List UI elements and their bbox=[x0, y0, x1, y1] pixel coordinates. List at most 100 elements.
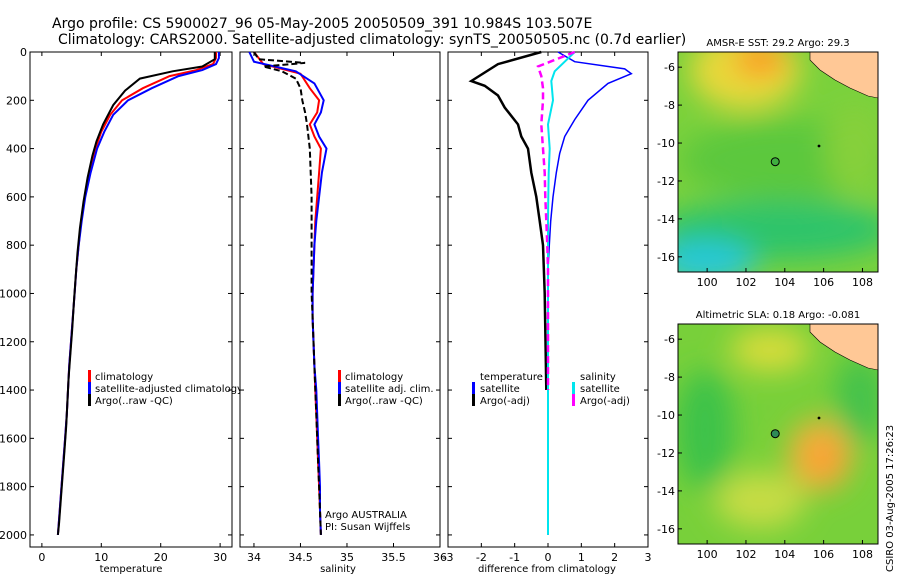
map-x-tick-label: 106 bbox=[813, 548, 834, 561]
sst-map-ticks: 100 102 104 106 108 -6 -8 -10 -12 -14 -16 bbox=[657, 61, 873, 289]
sst-map-field bbox=[678, 52, 878, 272]
sst-argo-marker bbox=[770, 157, 780, 167]
series-salinity-satellite bbox=[546, 51, 576, 535]
sla-map-title: Altimetric SLA: 0.18 Argo: -0.081 bbox=[696, 310, 861, 321]
map-x-tick-label: 102 bbox=[735, 548, 756, 561]
salinity-annotation-line1: Argo AUSTRALIA bbox=[325, 510, 407, 521]
sst-land-sumatra bbox=[809, 52, 878, 99]
x-tick-label: 35 bbox=[340, 551, 354, 564]
salinity-legend: climatology satellite adj. clim. Argo(..… bbox=[338, 370, 434, 407]
sst-cool-patch bbox=[678, 240, 755, 272]
map-y-tick-label: -16 bbox=[657, 523, 675, 536]
difference-xlabel: difference from climatology bbox=[478, 564, 616, 575]
x-tick-label: 0 bbox=[545, 551, 552, 564]
difference-legend: temperature satellite Argo(-adj) salinit… bbox=[472, 372, 630, 407]
sla-map-ticks: 100 102 104 106 108 -6 -8 -10 -12 -14 -16 bbox=[657, 333, 873, 561]
sla-map-field bbox=[678, 324, 878, 544]
map-x-tick-label: 108 bbox=[852, 276, 873, 289]
y-tick-label: 400 bbox=[6, 143, 27, 156]
sla-map-panel: Altimetric SLA: 0.18 Argo: -0.081 100 102… bbox=[657, 310, 879, 561]
x-tick-label: 2 bbox=[611, 551, 618, 564]
salinity-axes-frame bbox=[239, 51, 441, 548]
legend-swatch-sal-argo bbox=[572, 394, 575, 406]
sst-island-marker bbox=[817, 144, 821, 148]
y-tick-label: 600 bbox=[6, 191, 27, 204]
x-tick-label: 3 bbox=[645, 551, 652, 564]
sla-island-marker bbox=[817, 416, 821, 420]
sla-low-east bbox=[835, 355, 878, 445]
map-y-tick-label: -8 bbox=[664, 371, 675, 384]
legend-label-satellite: satellite-adjusted climatology bbox=[95, 384, 243, 395]
map-y-tick-label: -14 bbox=[657, 213, 675, 226]
map-x-tick-label: 104 bbox=[774, 548, 795, 561]
x-tick-label: 34.5 bbox=[288, 551, 313, 564]
legend-swatch-temp-argo bbox=[472, 394, 475, 406]
sla-map-frame bbox=[677, 323, 879, 545]
legend-swatch-climatology bbox=[88, 370, 91, 382]
y-tick-label: 1400 bbox=[0, 384, 27, 397]
series-argo bbox=[253, 51, 322, 535]
legend-swatch-sal-satellite bbox=[572, 382, 575, 394]
legend-label-sal-satellite: satellite bbox=[580, 384, 620, 395]
map-y-tick-label: -6 bbox=[664, 333, 675, 346]
map-y-tick-label: -16 bbox=[657, 251, 675, 264]
temperature-axes-frame bbox=[29, 51, 233, 548]
y-tick-label: 1000 bbox=[0, 287, 27, 300]
y-tick-label: 2000 bbox=[0, 529, 27, 542]
y-tick-label: 1200 bbox=[0, 336, 27, 349]
sla-land-sumatra bbox=[809, 324, 878, 371]
legend-swatch-satellite bbox=[338, 382, 341, 394]
map-x-tick-label: 100 bbox=[697, 548, 718, 561]
difference-lines bbox=[468, 50, 633, 535]
map-x-tick-label: 106 bbox=[813, 276, 834, 289]
temperature-legend: climatology satellite-adjusted climatolo… bbox=[88, 370, 243, 407]
legend-label-argo: Argo(..raw -QC) bbox=[95, 396, 173, 407]
salinity-ticks: 34 34.5 35 35.5 36 bbox=[240, 51, 447, 564]
temperature-panel: 0 10 20 30 0 200 400 600 800 1000 1200 1400 1600 1800… bbox=[0, 46, 243, 575]
map-x-tick-label: 108 bbox=[852, 548, 873, 561]
salinity-annotation-line2: PI: Susan Wijffels bbox=[325, 522, 410, 533]
x-tick-label: 30 bbox=[213, 551, 227, 564]
legend-title-temperature: temperature bbox=[480, 372, 543, 383]
legend-swatch-satellite bbox=[88, 382, 91, 394]
sla-mid-patch bbox=[715, 472, 805, 528]
temperature-xlabel: temperature bbox=[100, 564, 163, 575]
y-tick-label: 800 bbox=[6, 239, 27, 252]
legend-label-climatology: climatology bbox=[95, 372, 153, 383]
legend-swatch-argo bbox=[88, 394, 91, 406]
map-y-tick-label: -12 bbox=[657, 175, 675, 188]
side-credit: CSIRO 03-Aug-2005 17:26:23 bbox=[885, 425, 896, 572]
sst-warm-core bbox=[735, 52, 785, 74]
sst-right-patch bbox=[825, 105, 878, 195]
series-argo bbox=[56, 52, 216, 535]
x-tick-label: -2 bbox=[476, 551, 487, 564]
salinity-xlabel: salinity bbox=[320, 564, 356, 575]
legend-swatch-temp-satellite bbox=[472, 382, 475, 394]
sst-map-frame bbox=[677, 51, 879, 273]
temperature-ticks: 0 10 20 30 0 200 400 600 800 1000 1200 1400 1600 1800… bbox=[0, 46, 232, 564]
sst-map-panel: AMSR-E SST: 29.2 Argo: 29.3 100 102 104 106… bbox=[657, 38, 879, 289]
header-line-1: Argo profile: CS 5900027_96 05-May-2005 … bbox=[52, 16, 592, 32]
map-x-tick-label: 100 bbox=[697, 276, 718, 289]
map-x-tick-label: 102 bbox=[735, 276, 756, 289]
x-tick-label: 20 bbox=[154, 551, 168, 564]
x-tick-label: 35.5 bbox=[381, 551, 406, 564]
header-line-2: Climatology: CARS2000. Satellite-adjuste… bbox=[58, 32, 686, 48]
salinity-panel: 34 34.5 35 35.5 36 salinity climatology sate… bbox=[239, 51, 447, 575]
map-y-tick-label: -8 bbox=[664, 99, 675, 112]
series-temperature-argo bbox=[468, 50, 548, 391]
map-y-tick-label: -14 bbox=[657, 485, 675, 498]
salinity-lines bbox=[248, 51, 328, 535]
difference-ticks: -3 -2 -1 0 1 2 3 bbox=[443, 51, 652, 564]
x-tick-label: -1 bbox=[509, 551, 520, 564]
series-salinity-argo bbox=[536, 50, 576, 390]
y-tick-label: 200 bbox=[6, 94, 27, 107]
legend-label-argo: Argo(..raw -QC) bbox=[345, 396, 423, 407]
x-tick-label: -3 bbox=[443, 551, 454, 564]
x-tick-label: 36 bbox=[433, 551, 447, 564]
legend-swatch-climatology bbox=[338, 370, 341, 382]
map-y-tick-label: -12 bbox=[657, 447, 675, 460]
legend-label-satellite: satellite adj. clim. bbox=[345, 384, 434, 395]
x-tick-label: 34 bbox=[247, 551, 261, 564]
